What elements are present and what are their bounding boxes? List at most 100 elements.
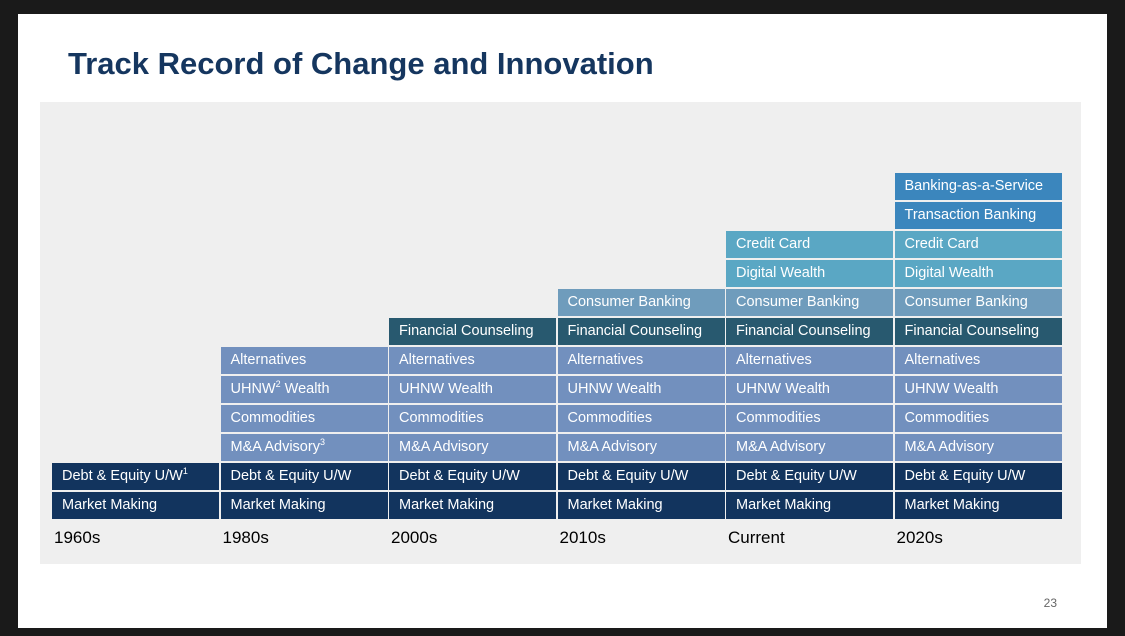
capability-label: Financial Counseling [567,323,703,339]
era-label: 2010s [559,528,606,547]
capability-cell: Debt & Equity U/W [389,463,556,490]
capability-cell: Credit Card [894,231,1062,258]
capability-cell: Transaction Banking [894,202,1062,229]
capability-label: Debt & Equity U/W [567,468,689,484]
era-column-1960s: Debt & Equity U/W1 Market Making 1960s [52,102,219,564]
capability-label: Consumer Banking [736,294,860,310]
capability-label: Commodities [399,410,484,426]
capability-label: Alternatives [904,352,981,368]
capability-cell: Financial Counseling [894,318,1062,345]
capability-cell: UHNW Wealth [389,376,556,403]
capability-cell: Alternatives [726,347,893,374]
capability-cell: Consumer Banking [726,289,893,316]
capability-cell: Financial Counseling [389,318,556,345]
capability-label: Debt & Equity U/W [736,468,857,484]
capability-cell: Market Making [220,492,388,519]
capability-label: M&A Advisory [567,439,657,455]
capability-cell: Consumer Banking [894,289,1062,316]
capability-cell: M&A Advisory [726,434,893,461]
capability-cell: Market Making [894,492,1062,519]
capability-label-suffix: Wealth [280,381,330,397]
capability-cell: Market Making [52,492,219,519]
capability-cell: Consumer Banking [557,289,725,316]
capability-cell: M&A Advisory [557,434,725,461]
capability-label: Debt & Equity U/W [230,468,352,484]
capability-cell: Debt & Equity U/W [726,463,893,490]
era-label: Current [728,528,785,547]
capability-cell: Credit Card [726,231,893,258]
capability-label: Credit Card [904,236,979,252]
era-label: 1980s [222,528,269,547]
capability-label: Debt & Equity U/W [62,468,183,484]
era-column-2020s: Banking-as-a-Service Transaction Banking C… [894,102,1062,564]
capability-cell: Alternatives [389,347,556,374]
footnote-marker: 2 [275,379,281,389]
capability-cell: M&A Advisory [389,434,556,461]
capability-cell: Alternatives [220,347,388,374]
capability-label: Debt & Equity U/W [399,468,520,484]
capability-label: UHNW Wealth [399,381,493,397]
capability-cell: Commodities [894,405,1062,432]
capability-cell: Commodities [389,405,556,432]
era-column-current: Credit Card Digital Wealth Consumer Bankin… [726,102,893,564]
capability-label: M&A Advisory [230,439,320,455]
capability-cell: Alternatives [894,347,1062,374]
capability-cell: Alternatives [557,347,725,374]
capability-cell: Commodities [726,405,893,432]
capability-label: Commodities [904,410,990,426]
era-column-2010s: Consumer Banking Financial Counseling Alte… [557,102,725,564]
capability-cell: Commodities [220,405,388,432]
capability-cell: Digital Wealth [726,260,893,287]
capability-cell: Debt & Equity U/W [220,463,388,490]
capability-label: Alternatives [230,352,307,368]
era-label: 2020s [896,528,943,547]
capability-label: Market Making [399,497,495,513]
capability-label: M&A Advisory [904,439,994,455]
capability-label: Market Making [736,497,832,513]
capability-label: Financial Counseling [399,323,534,339]
capability-cell: Debt & Equity U/W1 [52,463,219,490]
capability-label: Transaction Banking [904,207,1037,223]
capability-label: Consumer Banking [567,294,691,310]
capability-cell: Financial Counseling [726,318,893,345]
slide-title: Track Record of Change and Innovation [68,46,654,81]
capability-label: Consumer Banking [904,294,1028,310]
capability-label: UHNW Wealth [567,381,662,397]
capability-cell: Commodities [557,405,725,432]
capability-cell: UHNW Wealth [557,376,725,403]
era-label: 1960s [54,528,101,547]
capability-cell: UHNW2 Wealth [220,376,388,403]
capability-label: Commodities [567,410,653,426]
capability-cell: M&A Advisory3 [220,434,388,461]
footnote-marker: 1 [182,466,188,476]
era-column-2000s: Financial Counseling Alternatives UHNW Wea… [389,102,556,564]
capability-cell: UHNW Wealth [726,376,893,403]
capability-cell: UHNW Wealth [894,376,1062,403]
era-column-1980s: Alternatives UHNW2 Wealth Commodities M&A A… [220,102,388,564]
capability-cell: Market Making [726,492,893,519]
timeline-panel: Debt & Equity U/W1 Market Making 1960s Alte… [40,102,1081,564]
capability-label: Alternatives [567,352,644,368]
capability-label: Banking-as-a-Service [904,178,1044,194]
capability-label: UHNW Wealth [904,381,999,397]
capability-label: Market Making [230,497,326,513]
capability-label: Alternatives [399,352,475,368]
capability-cell: Market Making [389,492,556,519]
capability-cell: Debt & Equity U/W [894,463,1062,490]
capability-label: Digital Wealth [904,265,994,281]
capability-label: Market Making [567,497,663,513]
capability-label: UHNW Wealth [736,381,830,397]
capability-label: Alternatives [736,352,812,368]
capability-cell: Debt & Equity U/W [557,463,725,490]
slide: Track Record of Change and Innovation De… [18,14,1107,628]
capability-label: Financial Counseling [904,323,1040,339]
capability-cell: Market Making [557,492,725,519]
capability-cell: Financial Counseling [557,318,725,345]
capability-label: Digital Wealth [736,265,826,281]
capability-label: Commodities [230,410,316,426]
capability-label: Credit Card [736,236,811,252]
capability-cell: M&A Advisory [894,434,1062,461]
capability-label: Market Making [904,497,1000,513]
capability-label: Market Making [62,497,158,513]
page-number: 23 [1043,596,1057,610]
